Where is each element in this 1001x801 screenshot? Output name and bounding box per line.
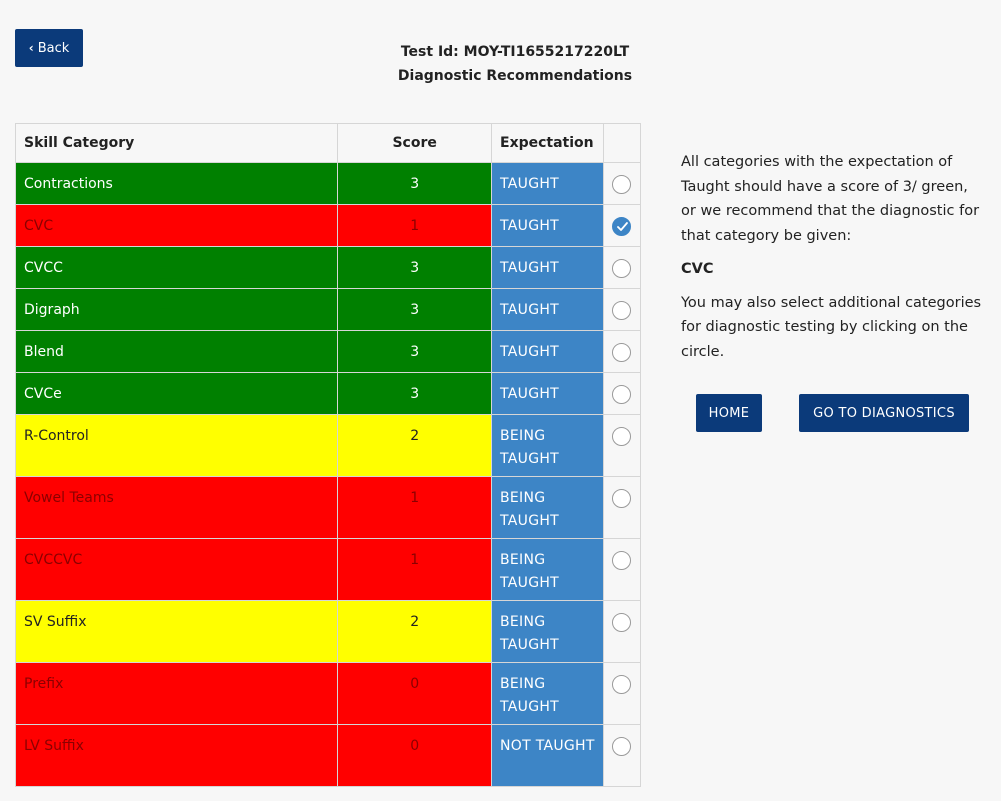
- expectation-cell: BEING TAUGHT: [491, 476, 604, 539]
- column-header-expectation: Expectation: [491, 123, 604, 163]
- expectation-cell: BEING TAUGHT: [491, 600, 604, 663]
- skills-table: Skill Category Score Expectation Contrac…: [14, 123, 642, 787]
- skill-cell: LV Suffix: [14, 724, 339, 787]
- skill-cell: R-Control: [14, 414, 339, 477]
- test-id: Test Id: MOY-TI1655217220LT: [400, 44, 630, 60]
- score-cell: 0: [337, 724, 492, 787]
- page-title: Diagnostic Recommendations: [397, 68, 633, 84]
- back-button-label: Back: [37, 40, 70, 56]
- recommended-category: CVC: [681, 261, 714, 277]
- score-cell: 3: [337, 162, 492, 205]
- table-row: Blend 3 TAUGHT: [14, 330, 642, 373]
- skill-cell: Digraph: [14, 288, 339, 331]
- column-header-score: Score: [337, 123, 492, 163]
- skill-cell: Blend: [14, 330, 339, 373]
- score-cell: 2: [337, 600, 492, 663]
- table-header-row: Skill Category Score Expectation: [14, 123, 642, 163]
- expectation-cell: TAUGHT: [491, 288, 604, 331]
- select-cell: [602, 538, 642, 601]
- chevron-left-icon: ‹: [28, 41, 34, 55]
- select-radio[interactable]: [612, 736, 632, 756]
- select-radio[interactable]: [612, 258, 632, 278]
- table-row: CVC 1 TAUGHT: [14, 204, 642, 247]
- back-button[interactable]: ‹ Back: [15, 29, 83, 67]
- score-cell: 3: [337, 372, 492, 415]
- table-row: SV Suffix 2 BEING TAUGHT: [14, 600, 642, 663]
- select-cell: [602, 662, 642, 725]
- select-radio[interactable]: [612, 174, 632, 194]
- table-row: R-Control 2 BEING TAUGHT: [14, 414, 642, 477]
- score-cell: 3: [337, 246, 492, 289]
- select-cell: [602, 476, 642, 539]
- table-row: Prefix 0 BEING TAUGHT: [14, 662, 642, 725]
- home-button[interactable]: HOME: [696, 394, 762, 432]
- select-radio-checked[interactable]: [612, 216, 632, 236]
- select-cell: [602, 162, 642, 205]
- column-header-skill: Skill Category: [14, 123, 339, 163]
- select-radio[interactable]: [612, 426, 632, 446]
- skill-cell: CVCe: [14, 372, 339, 415]
- checkmark-icon: [617, 221, 629, 231]
- skill-cell: CVC: [14, 204, 339, 247]
- score-cell: 2: [337, 414, 492, 477]
- expectation-cell: TAUGHT: [491, 330, 604, 373]
- additional-selection-text: You may also select additional categorie…: [681, 294, 982, 360]
- expectation-cell: TAUGHT: [491, 204, 604, 247]
- column-header-select: [602, 123, 642, 163]
- skill-cell: CVCC: [14, 246, 339, 289]
- skill-cell: SV Suffix: [14, 600, 339, 663]
- table-row: Vowel Teams 1 BEING TAUGHT: [14, 476, 642, 539]
- score-cell: 1: [337, 538, 492, 601]
- select-radio[interactable]: [612, 342, 632, 362]
- expectation-cell: TAUGHT: [491, 372, 604, 415]
- skill-cell: CVCCVC: [14, 538, 339, 601]
- expectation-cell: NOT TAUGHT: [491, 724, 604, 787]
- select-cell: [602, 600, 642, 663]
- recommendation-text: All categories with the expectation of T…: [681, 154, 980, 244]
- score-cell: 1: [337, 476, 492, 539]
- select-cell: [602, 288, 642, 331]
- select-cell: [602, 330, 642, 373]
- select-radio[interactable]: [612, 612, 632, 632]
- select-cell: [602, 246, 642, 289]
- skill-cell: Contractions: [14, 162, 339, 205]
- select-radio[interactable]: [612, 488, 632, 508]
- score-cell: 3: [337, 330, 492, 373]
- select-radio[interactable]: [612, 674, 632, 694]
- go-to-diagnostics-button[interactable]: GO TO DIAGNOSTICS: [799, 394, 969, 432]
- expectation-cell: TAUGHT: [491, 246, 604, 289]
- skill-cell: Vowel Teams: [14, 476, 339, 539]
- table-row: CVCe 3 TAUGHT: [14, 372, 642, 415]
- select-radio[interactable]: [612, 384, 632, 404]
- score-cell: 0: [337, 662, 492, 725]
- select-cell: [602, 724, 642, 787]
- table-row: Digraph 3 TAUGHT: [14, 288, 642, 331]
- select-cell: [602, 414, 642, 477]
- select-radio[interactable]: [612, 300, 632, 320]
- page-header: Test Id: MOY-TI1655217220LT Diagnostic R…: [330, 40, 700, 88]
- expectation-cell: BEING TAUGHT: [491, 662, 604, 725]
- score-cell: 1: [337, 204, 492, 247]
- expectation-cell: BEING TAUGHT: [491, 414, 604, 477]
- select-radio[interactable]: [612, 550, 632, 570]
- expectation-cell: TAUGHT: [491, 162, 604, 205]
- recommendation-panel: All categories with the expectation of T…: [681, 150, 986, 373]
- skill-cell: Prefix: [14, 662, 339, 725]
- table-row: CVCCVC 1 BEING TAUGHT: [14, 538, 642, 601]
- table-row: Contractions 3 TAUGHT: [14, 162, 642, 205]
- score-cell: 3: [337, 288, 492, 331]
- table-row: LV Suffix 0 NOT TAUGHT: [14, 724, 642, 787]
- select-cell: [602, 204, 642, 247]
- expectation-cell: BEING TAUGHT: [491, 538, 604, 601]
- table-row: CVCC 3 TAUGHT: [14, 246, 642, 289]
- select-cell: [602, 372, 642, 415]
